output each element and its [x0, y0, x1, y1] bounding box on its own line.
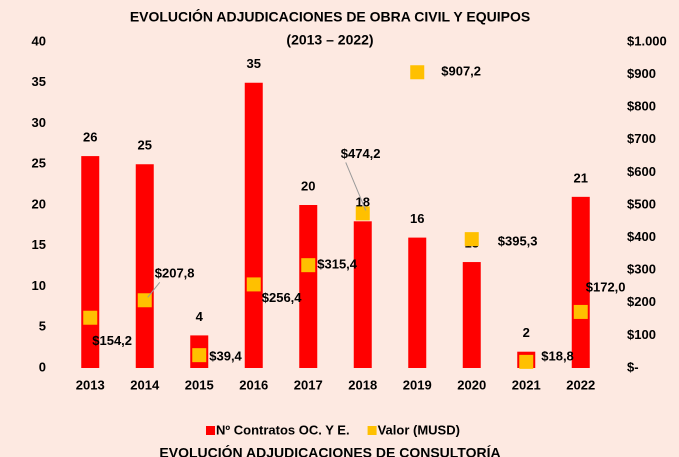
- x-tick-label: 2017: [294, 377, 323, 392]
- legend-label: Valor (MUSD): [378, 422, 460, 437]
- marker-value-label: $315,4: [317, 257, 358, 272]
- y2-tick-label: $700: [627, 131, 656, 146]
- marker: [301, 258, 316, 273]
- y-tick-label: 20: [32, 196, 46, 211]
- leader-line: [147, 281, 161, 298]
- marker-value-label: $39,4: [209, 349, 242, 364]
- bar-value-label: 26: [83, 130, 97, 145]
- bar-value-label: 35: [247, 56, 261, 71]
- x-tick-label: 2013: [76, 377, 105, 392]
- y-tick-label: 25: [32, 156, 46, 171]
- marker: [464, 232, 479, 247]
- marker-value-label: $172,0: [586, 279, 626, 294]
- y-tick-label: 30: [32, 115, 46, 130]
- bar: [353, 221, 372, 368]
- x-tick-label: 2020: [457, 377, 486, 392]
- x-tick-label: 2018: [348, 377, 377, 392]
- y-tick-label: 15: [32, 237, 46, 252]
- leader-line: [345, 162, 367, 211]
- y-tick-label: 5: [39, 319, 46, 334]
- bar-value-label: 4: [196, 309, 204, 324]
- x-tick-label: 2021: [512, 377, 541, 392]
- marker: [83, 310, 98, 325]
- bar: [408, 237, 427, 368]
- marker-value-label: $154,2: [92, 333, 132, 348]
- bar: [462, 262, 481, 368]
- bar: [135, 164, 154, 368]
- marker-value-label: $395,3: [498, 234, 538, 249]
- marker-value-label: $474,2: [341, 146, 381, 161]
- bar: [571, 196, 590, 368]
- y-tick-label: 0: [39, 359, 46, 374]
- y2-tick-label: $100: [627, 327, 656, 342]
- marker: [192, 348, 207, 363]
- legend-label: Nº Contratos OC. Y E.: [216, 422, 350, 437]
- marker-value-label: $907,2: [441, 64, 481, 79]
- bar-value-label: 25: [138, 138, 152, 153]
- y2-tick-label: $300: [627, 262, 656, 277]
- next-chart-title: EVOLUCIÓN ADJUDICACIONES DE CONSULTORÍA: [159, 444, 500, 457]
- bar-value-label: 2: [523, 325, 530, 340]
- y2-tick-label: $900: [627, 66, 656, 81]
- y2-tick-label: $400: [627, 229, 656, 244]
- y-tick-label: 40: [32, 33, 46, 48]
- bar-value-label: 21: [574, 170, 588, 185]
- x-tick-label: 2015: [185, 377, 214, 392]
- y2-tick-label: $800: [627, 99, 656, 114]
- y2-tick-label: $1.000: [627, 33, 667, 48]
- marker: [246, 277, 261, 292]
- marker: [573, 304, 588, 319]
- y-tick-label: 10: [32, 278, 46, 293]
- bar-value-label: 16: [410, 211, 424, 226]
- chart-subtitle: (2013 – 2022): [286, 32, 373, 48]
- y2-tick-label: $200: [627, 294, 656, 309]
- bar: [299, 205, 318, 368]
- marker-value-label: $18,8: [541, 348, 574, 363]
- bar: [244, 82, 263, 368]
- y-tick-label: 35: [32, 74, 46, 89]
- legend-swatch: [206, 426, 215, 435]
- marker-value-label: $256,4: [262, 290, 303, 305]
- y2-tick-label: $-: [627, 359, 639, 374]
- chart-title: EVOLUCIÓN ADJUDICACIONES DE OBRA CIVIL Y…: [130, 8, 530, 25]
- legend-swatch: [367, 426, 377, 435]
- marker: [410, 65, 425, 80]
- marker-value-label: $207,8: [155, 266, 195, 281]
- marker: [519, 354, 534, 369]
- marker: [355, 206, 370, 221]
- x-tick-label: 2019: [403, 377, 432, 392]
- x-tick-label: 2022: [566, 377, 595, 392]
- y2-tick-label: $600: [627, 164, 656, 179]
- bar-value-label: 20: [301, 178, 315, 193]
- x-tick-label: 2016: [239, 377, 268, 392]
- y2-tick-label: $500: [627, 196, 656, 211]
- x-tick-label: 2014: [130, 377, 160, 392]
